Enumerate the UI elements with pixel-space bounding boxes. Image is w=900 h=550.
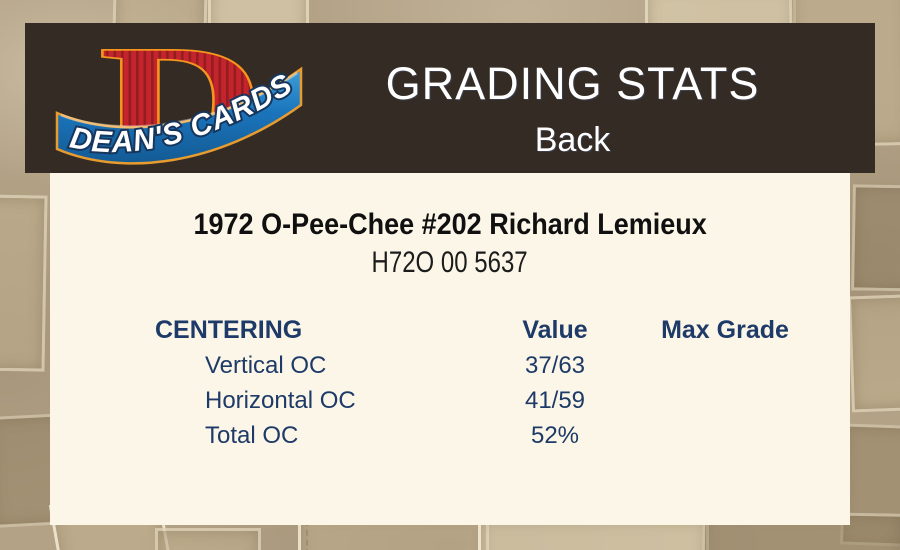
background-card [851, 184, 900, 292]
logo-ribbon [55, 66, 303, 165]
column-header-centering: CENTERING [155, 316, 303, 344]
card-serial-text: H72O 00 5637 [371, 246, 529, 279]
deans-cards-logo-art: D DEAN'S CARDS [55, 14, 303, 184]
centering-stats-table: CENTERING Value Max Grade Vertical OC 37… [155, 313, 795, 453]
row-label-horizontal-oc: Horizontal OC [205, 387, 356, 414]
column-header-value: Value [522, 316, 588, 344]
row-max-grade-total-oc [655, 418, 795, 453]
row-value-horizontal-oc: 41/59 [524, 387, 586, 414]
card-title-text: 1972 O-Pee-Chee #202 Richard Lemieux [193, 208, 707, 241]
card-title: 1972 O-Pee-Chee #202 Richard Lemieux [50, 209, 850, 241]
background-card [848, 293, 900, 413]
row-label-vertical-oc: Vertical OC [205, 352, 327, 379]
row-max-grade-vertical-oc [655, 348, 795, 383]
header-title-block: GRADING STATS Back [280, 23, 865, 173]
page-title: GRADING STATS [385, 58, 760, 109]
background-card [155, 528, 261, 550]
logo-ribbon-highlight [60, 71, 298, 129]
card-serial-number: H72O 00 5637 [50, 247, 850, 279]
deans-cards-logo[interactable]: D DEAN'S CARDS [53, 14, 305, 184]
row-value-total-oc: 52% [530, 422, 580, 449]
row-value-vertical-oc: 37/63 [524, 352, 586, 379]
column-header-max-grade: Max Grade [661, 316, 789, 344]
row-max-grade-horizontal-oc [655, 383, 795, 418]
header-bar: D DEAN'S CARDS GRADING STATS Back [25, 14, 875, 184]
background-card [0, 194, 48, 372]
row-label-total-oc: Total OC [205, 422, 299, 449]
content-panel: 1972 O-Pee-Chee #202 Richard Lemieux H72… [50, 173, 850, 525]
page-subtitle-back: Back [534, 121, 611, 159]
